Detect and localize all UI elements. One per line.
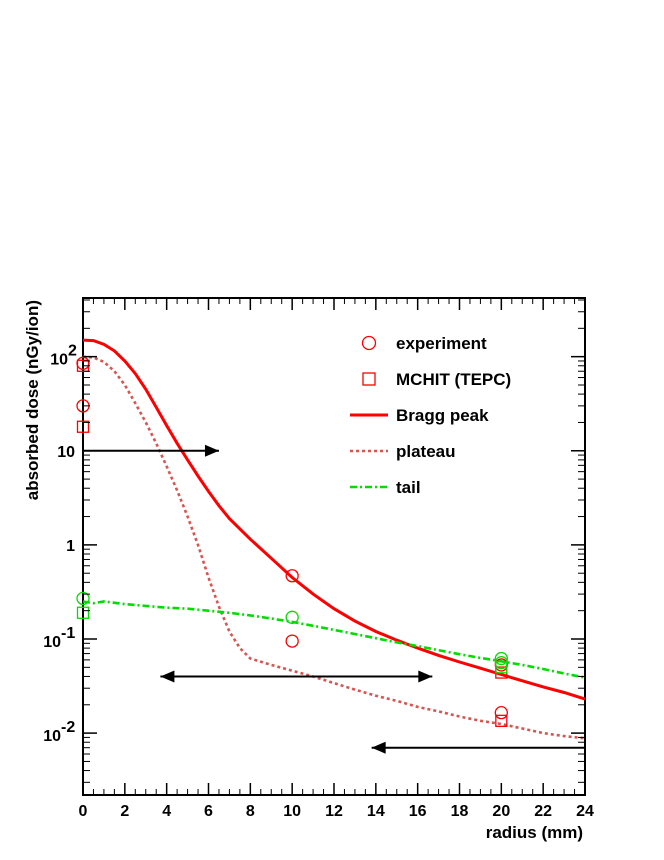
x-tick-label: 22 xyxy=(534,803,552,820)
legend-label: experiment xyxy=(396,334,487,353)
x-tick-label: 2 xyxy=(120,803,129,820)
series-line-plateau xyxy=(82,355,586,740)
x-tick-label: 18 xyxy=(451,803,469,820)
legend-item: experiment xyxy=(361,334,487,353)
data-point-square xyxy=(76,606,90,619)
legend-label: tail xyxy=(396,478,421,497)
y-tick-label-exponent: 2 xyxy=(68,343,77,360)
data-point-circle xyxy=(285,610,299,624)
legend-label: MCHIT (TEPC) xyxy=(396,370,511,389)
data-point-circle xyxy=(494,705,508,720)
data-point-square xyxy=(76,420,90,433)
arrow-head xyxy=(371,741,386,754)
data-point-circle xyxy=(285,569,299,583)
x-tick-label: 8 xyxy=(246,803,255,820)
arrow-head xyxy=(160,670,175,683)
y-tick-label-base: 10 xyxy=(43,634,61,651)
x-tick-label: 12 xyxy=(325,803,343,820)
data-point-circle xyxy=(285,634,299,648)
data-point-square xyxy=(495,661,508,674)
x-tick-label: 10 xyxy=(283,803,301,820)
legend-item: MCHIT (TEPC) xyxy=(362,370,511,389)
arrow-head xyxy=(204,444,219,457)
x-tick-label: 20 xyxy=(492,803,510,820)
x-tick-label: 24 xyxy=(576,803,594,820)
x-tick-label: 16 xyxy=(409,803,427,820)
annotation-arrow-both xyxy=(160,670,433,683)
data-point-circle xyxy=(494,651,508,666)
legend-label: Bragg peak xyxy=(396,406,489,425)
x-axis-label: radius (mm) xyxy=(486,823,583,842)
legend-item: tail xyxy=(350,478,421,497)
legend-label: plateau xyxy=(396,442,456,461)
y-tick-label-base: 10 xyxy=(50,352,68,369)
data-point-circle xyxy=(76,591,90,606)
y-tick-label-exponent: -2 xyxy=(61,719,75,736)
y-tick-label-exponent: -1 xyxy=(61,625,75,642)
x-tick-label: 4 xyxy=(162,803,171,820)
legend-item: Bragg peak xyxy=(350,406,489,425)
legend-symbol-circle xyxy=(361,335,377,351)
series-line-tail xyxy=(82,600,586,679)
series-line-bragg-peak xyxy=(82,338,586,701)
x-tick-label: 14 xyxy=(367,803,385,820)
legend-item: plateau xyxy=(350,442,456,461)
legend-symbol-square xyxy=(362,372,376,386)
x-tick-label: 6 xyxy=(204,803,213,820)
y-tick-label: 1 xyxy=(66,538,75,555)
arrow-head xyxy=(418,670,433,683)
annotation-arrow-right xyxy=(83,444,219,457)
data-point-square xyxy=(495,714,508,727)
y-axis-label: absorbed dose (nGy/ion) xyxy=(23,300,42,500)
x-tick-label: 0 xyxy=(79,803,88,820)
y-tick-label-base: 10 xyxy=(43,728,61,745)
y-tick-label: 10 xyxy=(57,444,75,461)
annotation-arrow-left xyxy=(371,741,585,754)
